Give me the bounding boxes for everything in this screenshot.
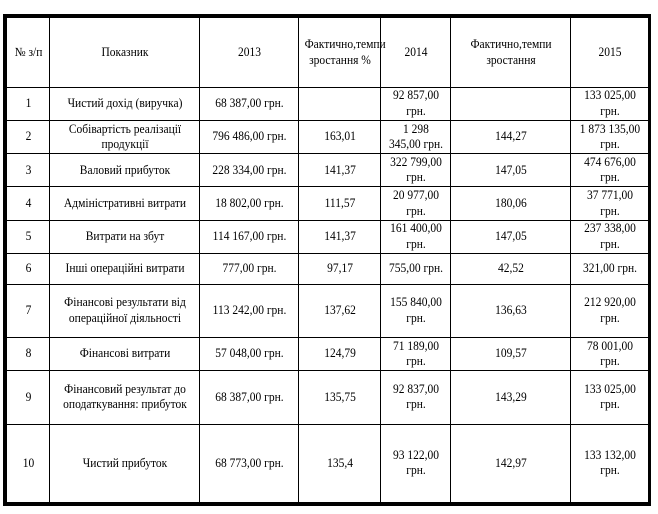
- cell-number: 9: [7, 370, 49, 425]
- cell-indicator: Фінансові результати від операційної дія…: [55, 283, 194, 339]
- cell-number: 4: [7, 186, 49, 221]
- cell-indicator: Інші операційні витрати: [55, 252, 194, 285]
- cell-number: 3: [7, 153, 49, 188]
- cell-growth-pct: 137,62: [301, 283, 378, 339]
- cell-growth: 147,05: [454, 153, 567, 188]
- table-row: 10 Чистий прибуток 68 773,00 грн. 135,4 …: [7, 423, 649, 504]
- cell-indicator: Фінансовий результат до оподаткування: п…: [55, 370, 194, 425]
- cell-number: 7: [7, 283, 49, 339]
- cell-2013: 114 167,00 грн.: [202, 219, 295, 254]
- cell-growth-pct: 141,37: [301, 153, 378, 188]
- cell-indicator: Чистий прибуток: [55, 423, 194, 504]
- cell-growth: 180,06: [454, 186, 567, 221]
- cell-number: 5: [7, 219, 49, 254]
- cell-2014: 155 840,00 грн.: [382, 283, 449, 339]
- cell-2014: 755,00 грн.: [382, 252, 449, 285]
- cell-2015: 133 025,00 грн.: [573, 370, 646, 425]
- cell-2015: 321,00 грн.: [573, 252, 646, 285]
- cell-2015: 78 001,00 грн.: [573, 337, 646, 372]
- cell-growth: 144,27: [454, 120, 567, 155]
- table-row: 5 Витрати на збут 114 167,00 грн. 141,37…: [7, 219, 649, 254]
- table-row: 9 Фінансовий результат до оподаткування:…: [7, 370, 649, 425]
- cell-2013: 57 048,00 грн.: [202, 337, 295, 372]
- header-cell-growth-2014-pct: Фактично,темпи зростання %: [301, 17, 385, 88]
- table-row: 2 Собівартість реалізації продукції 796 …: [7, 120, 649, 155]
- cell-2013: 68 387,00 грн.: [202, 86, 295, 122]
- cell-2015: 37 771,00 грн.: [573, 186, 646, 221]
- table-row: 3 Валовий прибуток 228 334,00 грн. 141,3…: [7, 153, 649, 188]
- cell-2013: 796 486,00 грн.: [202, 120, 295, 155]
- cell-2013: 68 387,00 грн.: [202, 370, 295, 425]
- header-cell-2015: 2015: [573, 17, 646, 88]
- cell-2014: 20 977,00 грн.: [382, 186, 449, 221]
- cell-growth-pct: 124,79: [301, 337, 378, 372]
- cell-2015: 133 132,00 грн.: [573, 423, 646, 504]
- cell-2014: 92 857,00 грн.: [382, 86, 449, 122]
- cell-indicator: Валовий прибуток: [55, 153, 194, 188]
- cell-growth: 42,52: [454, 252, 567, 285]
- cell-2013: 18 802,00 грн.: [202, 186, 295, 221]
- header-row: № з/п Показник 2013 Фактично,темпи зрост…: [7, 17, 649, 88]
- cell-growth-pct: 135,75: [301, 370, 378, 425]
- cell-2014: 161 400,00 грн.: [382, 219, 449, 254]
- cell-indicator: Адміністративні витрати: [55, 186, 194, 221]
- table-frame: № з/п Показник 2013 Фактично,темпи зрост…: [3, 14, 651, 506]
- cell-indicator: Чистий дохід (виручка): [55, 86, 194, 122]
- cell-growth-pct: 141,37: [301, 219, 378, 254]
- cell-2015: 212 920,00 грн.: [573, 283, 646, 339]
- header-cell-growth-2015: Фактично,темпи зростання: [454, 17, 567, 88]
- cell-growth-pct: 97,17: [301, 252, 378, 285]
- cell-2014: 93 122,00 грн.: [382, 423, 449, 504]
- cell-growth: 147,05: [454, 219, 567, 254]
- cell-growth: 109,57: [454, 337, 567, 372]
- cell-growth-pct: [301, 86, 378, 122]
- cell-2014: 71 189,00 грн.: [382, 337, 449, 372]
- cell-number: 6: [7, 252, 49, 285]
- cell-2015: 1 873 135,00 грн.: [573, 120, 646, 155]
- cell-indicator: Собівартість реалізації продукції: [55, 120, 194, 155]
- financial-indicators-table: № з/п Показник 2013 Фактично,темпи зрост…: [6, 17, 649, 504]
- header-cell-2013: 2013: [202, 17, 295, 88]
- cell-growth: 143,29: [454, 370, 567, 425]
- cell-number: 8: [7, 337, 49, 372]
- cell-growth-pct: 111,57: [301, 186, 378, 221]
- cell-number: 1: [7, 86, 49, 122]
- table-row: 8 Фінансові витрати 57 048,00 грн. 124,7…: [7, 337, 649, 372]
- cell-2015: 133 025,00 грн.: [573, 86, 646, 122]
- table-row: 4 Адміністративні витрати 18 802,00 грн.…: [7, 186, 649, 221]
- cell-2013: 228 334,00 грн.: [202, 153, 295, 188]
- cell-growth-pct: 163,01: [301, 120, 378, 155]
- cell-2015: 237 338,00 грн.: [573, 219, 646, 254]
- cell-growth: 142,97: [454, 423, 567, 504]
- cell-2014: 322 799,00 грн.: [382, 153, 449, 188]
- cell-number: 2: [7, 120, 49, 155]
- cell-2014: 92 837,00 грн.: [382, 370, 449, 425]
- cell-indicator: Витрати на збут: [55, 219, 194, 254]
- table-row: 6 Інші операційні витрати 777,00 грн. 97…: [7, 252, 649, 285]
- table-row: 1 Чистий дохід (виручка) 68 387,00 грн. …: [7, 86, 649, 122]
- cell-growth: 136,63: [454, 283, 567, 339]
- cell-indicator: Фінансові витрати: [55, 337, 194, 372]
- cell-2013: 68 773,00 грн.: [202, 423, 295, 504]
- cell-2014: 1 298 345,00 грн.: [382, 120, 449, 155]
- header-cell-number: № з/п: [7, 17, 49, 88]
- cell-2013: 113 242,00 грн.: [202, 283, 295, 339]
- cell-growth-pct: 135,4: [301, 423, 378, 504]
- cell-2013: 777,00 грн.: [202, 252, 295, 285]
- header-cell-indicator: Показник: [55, 17, 194, 88]
- table-row: 7 Фінансові результати від операційної д…: [7, 283, 649, 339]
- cell-number: 10: [7, 423, 49, 504]
- header-cell-2014: 2014: [382, 17, 449, 88]
- cell-2015: 474 676,00 грн.: [573, 153, 646, 188]
- cell-growth: [454, 86, 567, 122]
